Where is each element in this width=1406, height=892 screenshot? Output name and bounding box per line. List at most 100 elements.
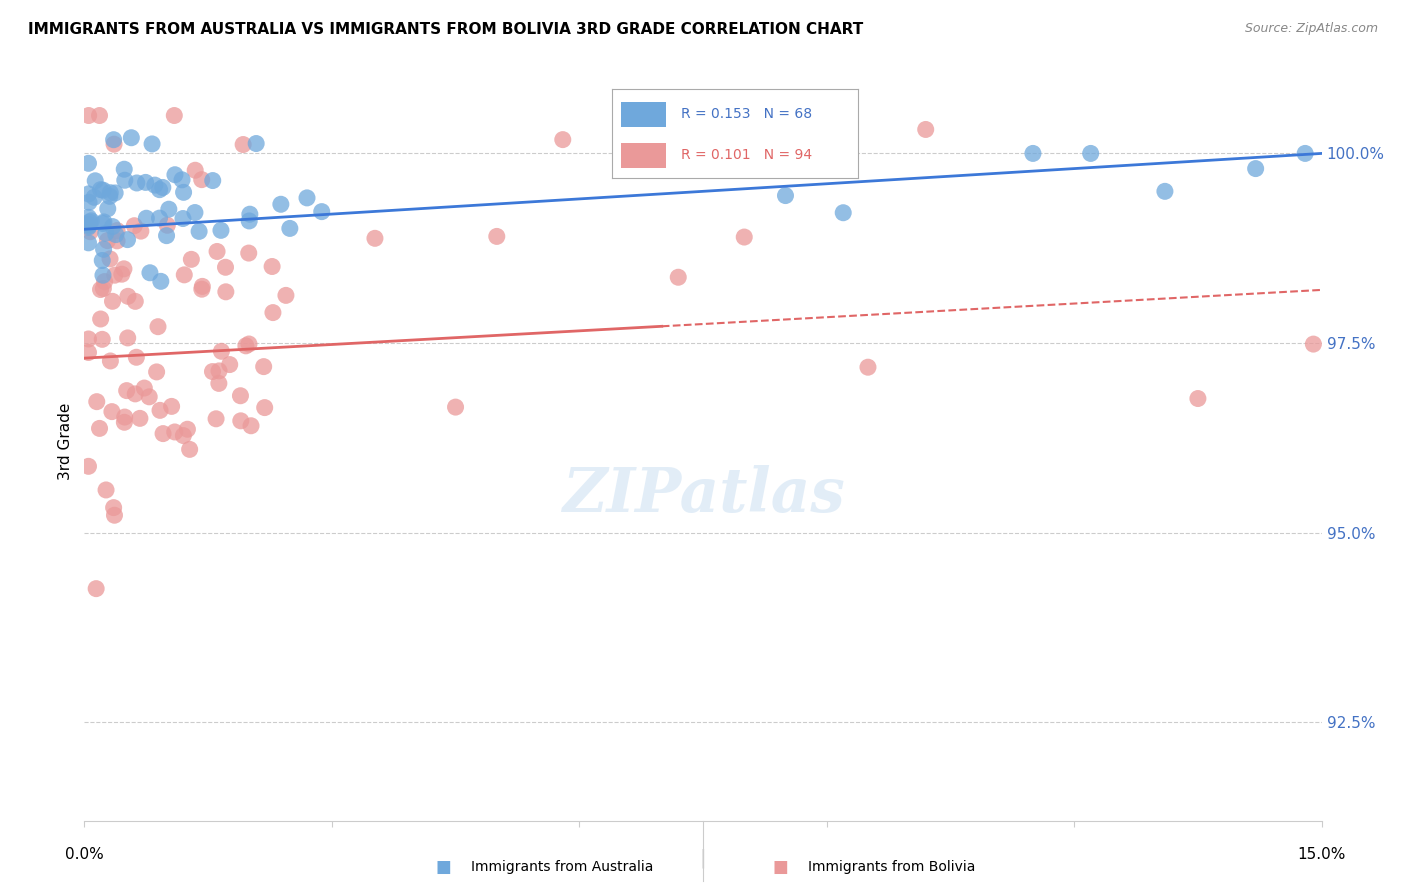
Point bbox=[149, 274, 172, 288]
Point bbox=[1244, 161, 1267, 176]
Point bbox=[77, 219, 100, 233]
Y-axis label: 3rd Grade: 3rd Grade bbox=[58, 403, 73, 480]
Point bbox=[832, 205, 855, 219]
Point bbox=[232, 137, 254, 152]
Point bbox=[245, 136, 267, 151]
Point bbox=[91, 268, 114, 283]
Point bbox=[77, 332, 100, 346]
Point bbox=[157, 202, 180, 217]
Point bbox=[201, 365, 224, 379]
Point bbox=[117, 289, 139, 303]
Point bbox=[80, 214, 103, 228]
Point bbox=[112, 162, 135, 177]
Text: ■: ■ bbox=[772, 858, 789, 876]
Point bbox=[91, 217, 114, 231]
Point bbox=[278, 221, 301, 235]
Text: IMMIGRANTS FROM AUSTRALIA VS IMMIGRANTS FROM BOLIVIA 3RD GRADE CORRELATION CHART: IMMIGRANTS FROM AUSTRALIA VS IMMIGRANTS … bbox=[28, 22, 863, 37]
Point bbox=[112, 261, 135, 276]
Point bbox=[90, 283, 112, 297]
Point bbox=[485, 229, 508, 244]
Point bbox=[163, 109, 186, 123]
Point bbox=[77, 345, 100, 359]
Point bbox=[1294, 146, 1316, 161]
Point bbox=[103, 500, 125, 515]
Point bbox=[191, 282, 214, 296]
Point bbox=[180, 252, 202, 267]
Point bbox=[551, 133, 574, 147]
Point bbox=[105, 234, 128, 248]
Point bbox=[176, 422, 198, 436]
Point bbox=[163, 425, 186, 439]
Point bbox=[77, 186, 100, 201]
Text: 15.0%: 15.0% bbox=[1298, 847, 1346, 863]
Point bbox=[775, 188, 797, 202]
Text: ZIPatlas: ZIPatlas bbox=[561, 465, 845, 524]
Point bbox=[148, 183, 170, 197]
Point bbox=[295, 191, 318, 205]
Point bbox=[103, 508, 125, 523]
Point bbox=[100, 354, 122, 368]
Point bbox=[799, 113, 821, 128]
Text: Immigrants from Bolivia: Immigrants from Bolivia bbox=[808, 860, 976, 874]
Point bbox=[104, 227, 127, 242]
Text: Immigrants from Australia: Immigrants from Australia bbox=[471, 860, 654, 874]
Point bbox=[104, 186, 127, 200]
Point bbox=[91, 253, 114, 268]
Point bbox=[149, 403, 172, 417]
Point bbox=[138, 390, 160, 404]
Point bbox=[209, 223, 232, 237]
Point bbox=[152, 180, 174, 194]
Point bbox=[91, 332, 114, 346]
Point bbox=[90, 183, 112, 197]
Point bbox=[93, 281, 115, 295]
Point bbox=[101, 219, 124, 234]
Point bbox=[124, 219, 146, 233]
Point bbox=[124, 387, 146, 401]
Point bbox=[98, 252, 121, 266]
Point bbox=[444, 400, 467, 414]
Point bbox=[93, 242, 115, 256]
Point bbox=[733, 230, 755, 244]
Point bbox=[172, 428, 194, 442]
Point bbox=[191, 279, 214, 293]
Point bbox=[77, 195, 100, 210]
Point bbox=[101, 294, 124, 309]
Point bbox=[364, 231, 387, 245]
Point bbox=[152, 426, 174, 441]
Point bbox=[97, 202, 120, 216]
Point bbox=[190, 172, 212, 186]
Point bbox=[229, 414, 252, 428]
Point bbox=[253, 359, 276, 374]
Point bbox=[238, 337, 260, 351]
Point bbox=[201, 173, 224, 187]
Point bbox=[1154, 185, 1177, 199]
Point bbox=[184, 205, 207, 219]
Point bbox=[205, 412, 228, 426]
Point bbox=[1080, 146, 1102, 161]
Point bbox=[170, 173, 193, 187]
Point bbox=[105, 223, 128, 237]
Point bbox=[274, 288, 297, 302]
Point bbox=[93, 275, 115, 289]
Point bbox=[253, 401, 276, 415]
Point bbox=[914, 122, 936, 136]
Point bbox=[208, 364, 231, 378]
Point bbox=[111, 267, 134, 281]
Point bbox=[148, 211, 170, 226]
Point bbox=[215, 285, 238, 299]
Point bbox=[270, 197, 292, 211]
Point bbox=[77, 459, 100, 474]
Point bbox=[125, 176, 148, 190]
Point bbox=[240, 418, 263, 433]
Point bbox=[98, 189, 121, 203]
Point bbox=[93, 215, 115, 229]
Point bbox=[229, 389, 252, 403]
Point bbox=[218, 358, 240, 372]
Point bbox=[83, 190, 105, 204]
Point bbox=[98, 186, 121, 200]
Point bbox=[89, 421, 111, 435]
Point bbox=[79, 215, 101, 229]
Point bbox=[156, 219, 179, 233]
Point bbox=[609, 109, 631, 123]
Point bbox=[103, 137, 125, 152]
